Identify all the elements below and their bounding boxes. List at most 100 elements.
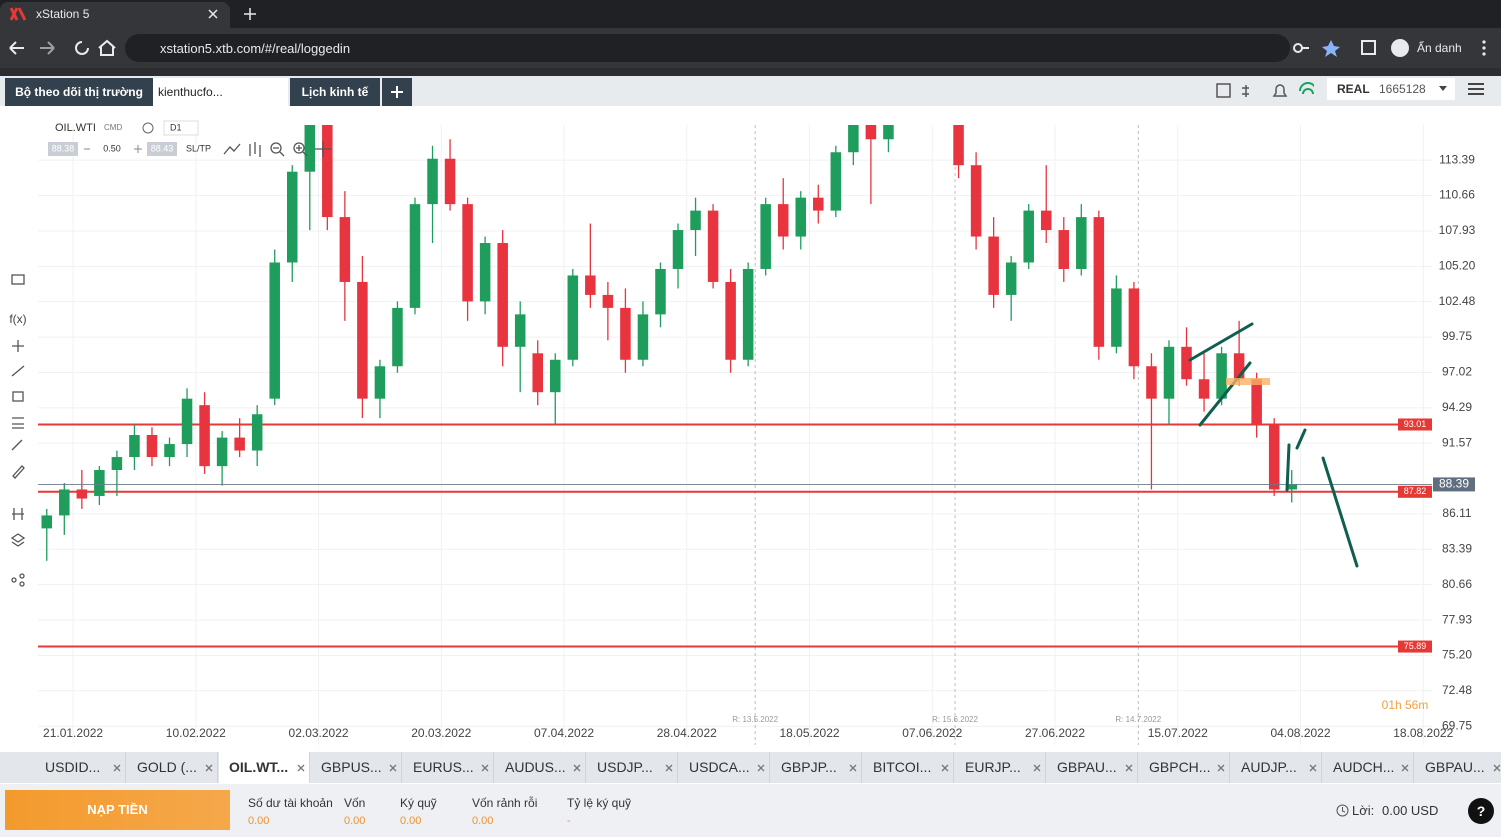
instrument-tab[interactable]: EURUS... xyxy=(403,752,494,783)
candle-body xyxy=(620,307,631,360)
instrument-tab[interactable]: AUDCH... xyxy=(1323,752,1414,783)
candle-body xyxy=(1093,217,1105,347)
tab-close[interactable] xyxy=(665,764,673,772)
instrument-tab[interactable]: GBPJP... xyxy=(771,752,862,783)
app-tab[interactable]: Bộ theo dõi thị trường xyxy=(5,78,153,106)
instrument-tab-label: USDJP... xyxy=(597,759,653,775)
function-tool[interactable]: f(x) xyxy=(9,312,26,326)
instrument-tab[interactable]: USDJP... xyxy=(587,752,678,783)
x-tick-label: 04.08.2022 xyxy=(1270,726,1330,740)
instrument-tab[interactable]: EURJP... xyxy=(955,752,1046,783)
instrument-tab[interactable]: USDCA... xyxy=(679,752,770,783)
instrument-tab[interactable]: GBPUS... xyxy=(311,752,402,783)
instrument-tab[interactable]: OIL.WT... xyxy=(219,752,310,783)
candle-body xyxy=(532,353,543,393)
instrument-tab[interactable]: AUDJP... xyxy=(1231,752,1322,783)
instrument-tab[interactable]: GBPAU... xyxy=(1415,752,1501,783)
help-button[interactable]: ? xyxy=(1468,798,1494,824)
tab-close[interactable] xyxy=(1493,764,1501,772)
highlight-zone[interactable] xyxy=(1226,378,1270,385)
browser-tab[interactable] xyxy=(0,2,230,28)
candle-body xyxy=(392,307,403,367)
sell-button[interactable] xyxy=(48,142,78,156)
instrument-tab-label: EURUS... xyxy=(413,759,474,775)
y-tick-label: 69.75 xyxy=(1442,718,1472,732)
candle-body xyxy=(322,125,333,218)
candle-body xyxy=(286,171,298,263)
instrument-tab-label: GBPJP... xyxy=(781,759,837,775)
tab-close[interactable] xyxy=(757,764,765,772)
candle-body xyxy=(848,125,859,153)
tab-close[interactable] xyxy=(297,764,305,772)
profit-icon xyxy=(1336,804,1349,817)
candle-body xyxy=(479,243,491,302)
tab-close[interactable] xyxy=(389,764,397,772)
account-field-label: Tỷ lệ ký quỹ xyxy=(567,796,632,810)
forecast-line[interactable] xyxy=(1295,428,1307,450)
y-tick-label: 83.39 xyxy=(1442,541,1472,555)
app-tab[interactable]: Lịch kinh tế xyxy=(290,78,380,106)
tab-close[interactable] xyxy=(1125,764,1133,772)
buy-button[interactable] xyxy=(147,142,177,156)
y-tick-label: 107.93 xyxy=(1439,223,1476,237)
info-icon[interactable] xyxy=(142,122,154,134)
new-tab[interactable] xyxy=(243,7,257,21)
browser-icons[interactable] xyxy=(1292,38,1492,58)
instrument-tab[interactable]: GOLD (... xyxy=(127,752,218,783)
tab-close[interactable] xyxy=(205,764,213,772)
url-field[interactable] xyxy=(125,34,1290,62)
separator xyxy=(0,68,1501,76)
account-selector[interactable]: REAL 1665128 xyxy=(1327,78,1455,100)
header-icons[interactable] xyxy=(1214,81,1314,101)
x-tick-label: 18.05.2022 xyxy=(779,726,839,740)
candle-body xyxy=(514,314,526,347)
trendline[interactable] xyxy=(1188,322,1254,362)
instrument-tab[interactable]: GBPAU... xyxy=(1047,752,1138,783)
timeframe-box[interactable] xyxy=(163,120,199,136)
left-tools[interactable] xyxy=(10,274,26,587)
symbol[interactable]: OIL.WTI xyxy=(55,122,96,134)
candle-body xyxy=(883,125,894,140)
y-tick-label: 97.02 xyxy=(1442,365,1472,379)
instrument-tab[interactable]: GBPCH... xyxy=(1139,752,1230,783)
tab-close[interactable] xyxy=(849,764,857,772)
instrument-tab-label: AUDCH... xyxy=(1333,759,1395,775)
tab-close[interactable] xyxy=(1401,764,1409,772)
instrument-tab[interactable]: USDID... xyxy=(35,752,126,783)
x-tick-label: 10.02.2022 xyxy=(166,726,226,740)
candle-body xyxy=(444,158,456,205)
sltp[interactable]: SL/TP xyxy=(186,143,211,153)
y-tick-label: 91.57 xyxy=(1442,435,1472,449)
tab-close[interactable] xyxy=(481,764,489,772)
trendline[interactable] xyxy=(1198,361,1252,427)
chart-tools[interactable] xyxy=(223,141,331,157)
y-tick-label: 102.48 xyxy=(1439,294,1476,308)
candle-body xyxy=(1146,366,1157,399)
price-level-label: 87.82 xyxy=(1404,486,1427,496)
instrument-tab-label: AUDUS... xyxy=(505,759,566,775)
tab-close[interactable] xyxy=(573,764,581,772)
increase[interactable] xyxy=(134,145,142,153)
add-tab[interactable] xyxy=(382,78,412,106)
menu[interactable] xyxy=(1466,82,1486,96)
candle-body xyxy=(59,489,70,516)
deposit-button[interactable]: NẠP TIỀN xyxy=(5,790,230,830)
plot-area xyxy=(38,125,1432,648)
price-level-box xyxy=(1398,640,1432,653)
tab-close[interactable] xyxy=(1309,764,1317,772)
nav-buttons[interactable] xyxy=(8,38,118,58)
tab-close[interactable] xyxy=(113,764,121,772)
tab-close[interactable] xyxy=(1033,764,1041,772)
tab-title: xStation 5 xyxy=(36,7,90,21)
app-tab[interactable]: kienthucfo... xyxy=(153,78,288,106)
tab-close[interactable] xyxy=(208,9,218,19)
tab-close[interactable] xyxy=(1217,764,1225,772)
tab-close[interactable] xyxy=(941,764,949,772)
forecast-line[interactable] xyxy=(1285,443,1291,492)
y-tick-label: 72.48 xyxy=(1442,683,1472,697)
instrument-tab[interactable]: AUDUS... xyxy=(495,752,586,783)
volume[interactable]: 0.50 xyxy=(103,143,121,153)
x-tick-label: 07.06.2022 xyxy=(902,726,962,740)
forecast-line[interactable] xyxy=(1321,456,1359,568)
instrument-tab[interactable]: BITCOI... xyxy=(863,752,954,783)
